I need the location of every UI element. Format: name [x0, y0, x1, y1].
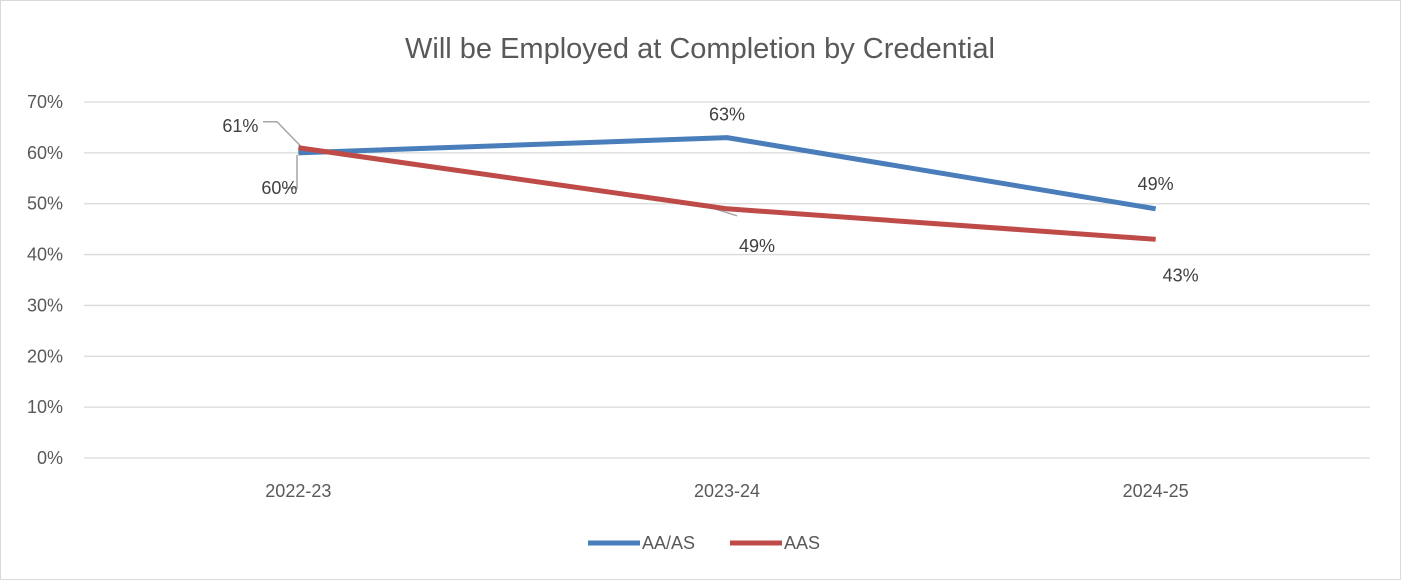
- y-tick-label: 50%: [27, 194, 63, 214]
- y-tick-label: 10%: [27, 397, 63, 417]
- y-tick-label: 30%: [27, 295, 63, 315]
- y-tick-label: 70%: [27, 92, 63, 112]
- legend: AA/AS AAS: [588, 533, 820, 553]
- data-label: 43%: [1163, 265, 1199, 285]
- x-tick-label: 2022-23: [265, 481, 331, 501]
- series-line-aas: [297, 145, 1156, 242]
- data-label: 60%: [261, 178, 297, 198]
- data-label: 49%: [1138, 174, 1174, 194]
- data-label: 61%: [222, 116, 258, 136]
- legend-label: AAS: [784, 533, 820, 553]
- chart-title: Will be Employed at Completion by Creden…: [405, 33, 995, 65]
- y-tick-label: 40%: [27, 245, 63, 265]
- y-tick-label: 60%: [27, 143, 63, 163]
- gridlines: [84, 101, 1370, 459]
- y-tick-label: 0%: [37, 448, 63, 468]
- series-lines: [297, 135, 1157, 242]
- y-axis-ticks: 0% 10% 20% 30% 40% 50% 60% 70%: [27, 92, 63, 468]
- data-label: 49%: [739, 236, 775, 256]
- x-tick-label: 2024-25: [1123, 481, 1189, 501]
- data-labels: 60% 63% 49% 61% 49% 43%: [222, 105, 1198, 286]
- leader-line: [263, 121, 301, 147]
- y-tick-label: 20%: [27, 346, 63, 366]
- leader-line: [284, 154, 298, 189]
- x-axis-ticks: 2022-23 2023-24 2024-25: [265, 481, 1188, 501]
- legend-label: AA/AS: [642, 533, 695, 553]
- x-tick-label: 2023-24: [694, 481, 760, 501]
- series-line-aa-as: [298, 135, 1157, 212]
- data-label: 63%: [709, 105, 745, 125]
